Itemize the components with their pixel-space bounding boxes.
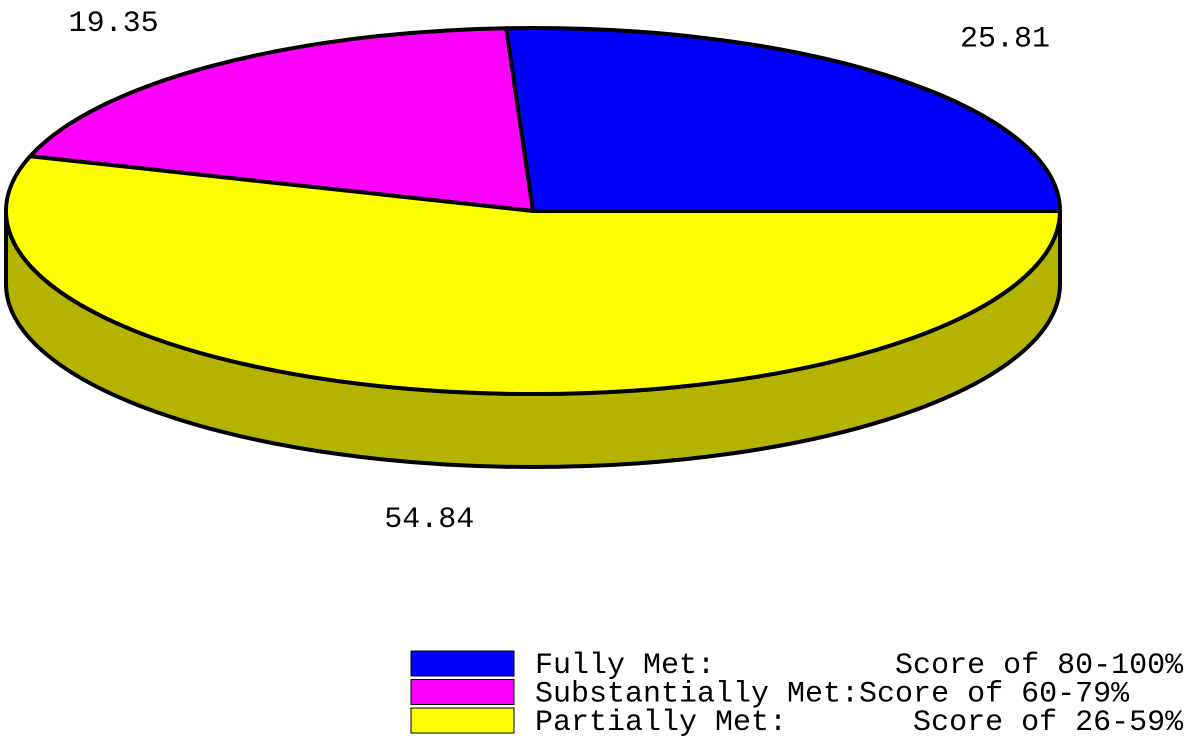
legend-label: Fully Met: Score of 80-100% (535, 649, 1184, 683)
legend-label: Substantially Met:Score of 60-79% (535, 677, 1130, 711)
data-label: 54.84 (384, 503, 474, 537)
pie-slice (504, 26, 1062, 213)
pie-slice (28, 26, 535, 213)
legend-swatch (410, 707, 515, 734)
data-label: 25.81 (960, 22, 1050, 56)
legend-swatch (410, 679, 515, 705)
pie-slice (4, 154, 1062, 396)
data-label: 19.35 (69, 7, 159, 41)
legend-label: Partially Met: Score of 26-59% (535, 706, 1184, 740)
legend-swatch (410, 650, 515, 677)
